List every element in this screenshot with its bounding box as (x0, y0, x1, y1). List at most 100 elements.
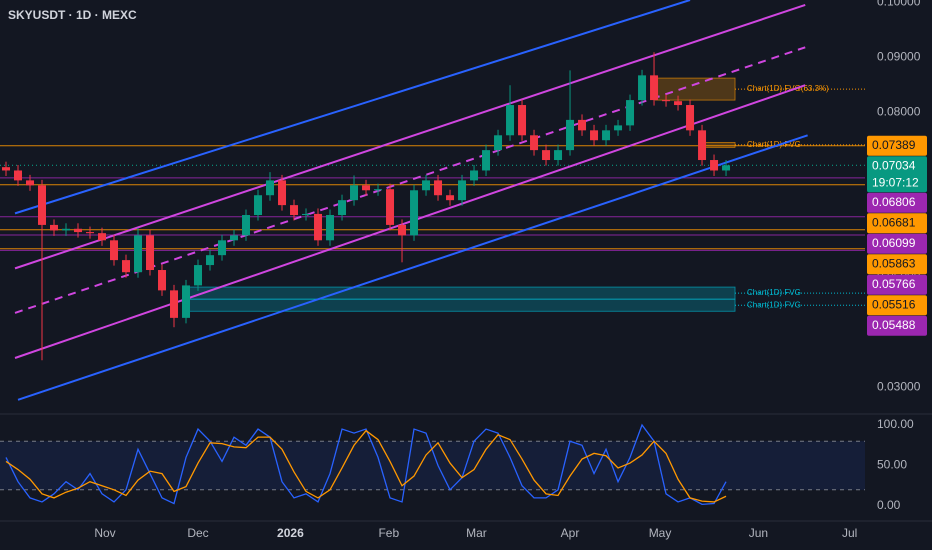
price-label: 0.07389 (872, 138, 916, 152)
candle-body (554, 150, 563, 161)
x-tick-label: Jul (842, 526, 857, 540)
indicator-tick-label: 50.00 (877, 458, 907, 472)
candle-body (278, 180, 287, 206)
x-tick-label: Jun (749, 526, 768, 540)
candle-body (62, 228, 71, 231)
candle-body (122, 260, 131, 273)
fvg-zone (182, 298, 736, 312)
candle-body (254, 195, 263, 216)
candle-body (386, 189, 395, 225)
fvg-zone (182, 286, 736, 300)
candle-body (686, 105, 695, 131)
candle-body (434, 180, 443, 196)
axes: 0.030000.040000.050000.060000.070000.080… (94, 0, 927, 540)
candle-body (170, 290, 179, 318)
candle-body (590, 130, 599, 141)
candle-body (698, 130, 707, 161)
y-tick-label: 0.10000 (877, 0, 921, 8)
price-label-bg (867, 192, 927, 213)
candle-body (626, 100, 635, 126)
candle-body (350, 185, 359, 201)
price-label-bg (867, 156, 927, 193)
x-tick-label: Dec (187, 526, 208, 540)
x-tick-label: Nov (94, 526, 115, 540)
candle-body (614, 125, 623, 131)
candle-body (26, 180, 35, 186)
chart-title: SKYUSDT · 1D · MEXC (8, 8, 137, 22)
price-label: 0.06806 (872, 195, 916, 209)
y-tick-label: 0.03000 (877, 379, 921, 393)
candle-body (302, 213, 311, 216)
x-tick-label: May (649, 526, 672, 540)
price-label-bg (867, 233, 927, 254)
countdown: 19:07:12 (872, 175, 919, 189)
candle-body (602, 130, 611, 141)
candle-body (422, 180, 431, 191)
indicator-tick-label: 100.00 (877, 417, 914, 431)
price-label: 0.05766 (872, 277, 916, 291)
candle-body (578, 119, 587, 131)
price-label-bg (867, 135, 927, 156)
candle-body (266, 180, 275, 196)
candle-body (518, 105, 527, 136)
candle-body (146, 235, 155, 271)
candle-body (362, 185, 371, 191)
candle-body (314, 213, 323, 241)
candle-body (98, 233, 107, 241)
candle-body (290, 205, 299, 216)
candle-body (566, 119, 575, 151)
price-label-bg (867, 254, 927, 275)
candle-body (206, 255, 215, 266)
candle-body (50, 224, 59, 231)
channel-line (17, 134, 808, 401)
candle-body (446, 195, 455, 201)
candle-body (218, 240, 227, 256)
fvg-label: Chart(1D) FVG(63.3%) (747, 84, 829, 93)
channel-line (14, 4, 806, 270)
price-label-bg (867, 295, 927, 316)
candle-body (374, 189, 383, 191)
candle-body (650, 75, 659, 101)
indicator-line (5, 423, 727, 506)
fvg-zone (704, 142, 736, 148)
price-label: 0.05516 (872, 297, 916, 311)
fvg-label: Chart(1D) FVG (747, 140, 801, 149)
fvg-label: Chart(1D) FVG (747, 288, 801, 297)
candle-body (338, 200, 347, 216)
candle-body (110, 240, 119, 261)
candle-body (398, 224, 407, 236)
candle-body (38, 185, 47, 225)
price-label-bg (867, 213, 927, 234)
candle-body (638, 75, 647, 101)
candle-body (722, 165, 731, 171)
candle-body (494, 135, 503, 151)
price-label: 0.05488 (872, 318, 916, 332)
candle-body (530, 135, 539, 151)
candle-body (326, 215, 335, 241)
price-label-bg (867, 274, 927, 295)
price-label: 0.07034 (872, 158, 916, 172)
candle-body (14, 170, 23, 181)
price-label: 0.05863 (872, 256, 916, 270)
candle-body (74, 228, 83, 233)
indicator-line (5, 429, 727, 503)
indicator-pane (0, 423, 865, 506)
x-tick-label: Mar (466, 526, 487, 540)
y-tick-label: 0.09000 (877, 49, 921, 63)
candle-body (662, 100, 671, 102)
y-tick-label: 0.08000 (877, 104, 921, 118)
fvg-zone (654, 77, 736, 101)
candle-body (710, 160, 719, 171)
candle-body (542, 150, 551, 161)
candle-body (230, 235, 239, 241)
price-label-bg (867, 315, 927, 336)
candle-body (86, 232, 95, 234)
price-pane: Chart(1D) FVG(63.3%) Chart(1D) FVG Chart(1… (0, 0, 865, 401)
indicator-tick-label: 0.00 (877, 498, 901, 512)
candle-body (458, 180, 467, 201)
fvg-label: Chart(1D) FVG (747, 300, 801, 309)
candle-body (2, 167, 11, 171)
